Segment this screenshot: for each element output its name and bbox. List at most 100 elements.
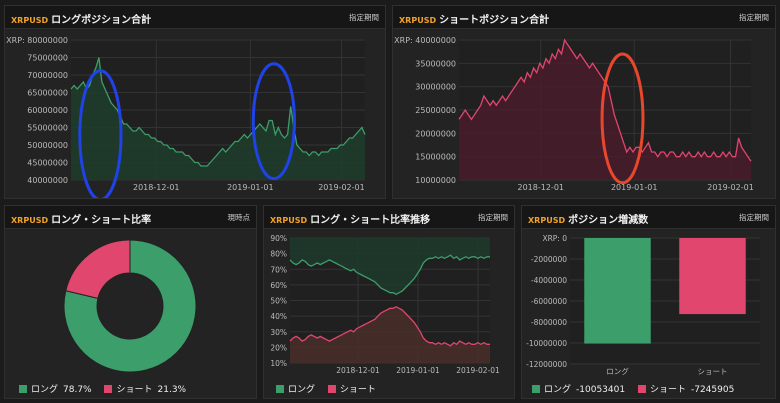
- y-tick-label: 75000000: [27, 54, 68, 63]
- short-ratio-value: 21.3%: [157, 385, 187, 395]
- period-label: 現時点: [227, 213, 251, 222]
- y-tick-label: 30000000: [415, 83, 456, 92]
- x-tick-label: 2019-02-01: [707, 183, 754, 192]
- legend-item-short[interactable]: ショート 21.3%: [104, 385, 186, 395]
- y-tick-label: 50%: [270, 297, 287, 306]
- panel-header: XRPUSD ショートポジション合計 指定期間: [393, 6, 775, 29]
- pie-slice-short: [65, 239, 131, 300]
- series-area: [290, 306, 490, 363]
- x-tick-label: 2019-01-01: [611, 183, 658, 192]
- y-tick-label: XRP: 40000000: [394, 36, 456, 45]
- position-change-legend: ロング -10053401 ショート -7245905: [532, 382, 744, 395]
- y-tick-label: 60000000: [27, 106, 68, 115]
- y-tick-label: 65000000: [27, 89, 68, 98]
- short-swatch: [327, 385, 336, 393]
- legend-item-short[interactable]: ショート -7245905: [637, 385, 735, 395]
- panel-title: XRPUSD ロング・ショート比率: [11, 215, 152, 226]
- y-tick-label: 15000000: [415, 153, 456, 162]
- panel-title: XRPUSD ポジション増減数: [528, 215, 649, 226]
- y-tick-label: 10000000: [415, 176, 456, 185]
- panel-title: XRPUSD ショートポジション合計: [399, 15, 550, 26]
- annotation-circle: [251, 62, 296, 181]
- x-tick-label: 2018-12-01: [133, 183, 180, 192]
- series-area: [459, 40, 751, 180]
- short-total-panel: XRPUSD ショートポジション合計 指定期間 10000000 15000000 2…: [392, 5, 776, 199]
- period-selector[interactable]: 指定期間: [739, 13, 769, 22]
- symbol-label: XRPUSD: [11, 216, 49, 225]
- legend-item-short[interactable]: ショート: [327, 385, 376, 395]
- y-tick-label: 25000000: [415, 106, 456, 115]
- x-tick-label: 2019-01-01: [227, 183, 274, 192]
- panel-header: XRPUSD ポジション増減数 指定期間: [522, 206, 775, 229]
- short-total-chart: 10000000 15000000 20000000 25000000 30000000…: [394, 36, 754, 192]
- panel-header: XRPUSD ロング・ショート比率 現時点: [5, 206, 256, 229]
- y-tick-label: 20%: [270, 343, 287, 352]
- y-tick-label: 70000000: [27, 71, 68, 80]
- bar-long: [584, 238, 651, 344]
- y-tick-label: -2000000: [531, 255, 567, 264]
- panel-header: XRPUSD ロング・ショート比率推移 指定期間: [264, 206, 514, 229]
- y-tick-label: 20000000: [415, 129, 456, 138]
- y-tick-label: 40%: [270, 312, 287, 321]
- long-swatch: [532, 385, 540, 393]
- y-tick-label: 40000000: [27, 176, 68, 185]
- ratio-donut-chart: [63, 239, 197, 373]
- annotation-circle: [600, 52, 645, 185]
- symbol-label: XRPUSD: [528, 216, 566, 225]
- y-tick-label: 35000000: [415, 59, 456, 68]
- symbol-label: XRPUSD: [399, 16, 437, 25]
- y-tick-label: 10%: [270, 359, 287, 368]
- series-area: [290, 238, 490, 295]
- position-change-panel: XRPUSD ポジション増減数 指定期間 XRP: 0 -2000000 -40000…: [521, 205, 776, 399]
- x-tick-label: 2018-12-01: [336, 366, 380, 375]
- period-selector[interactable]: 指定期間: [478, 213, 508, 222]
- y-tick-label: 45000000: [27, 159, 68, 168]
- short-change-value: -7245905: [690, 385, 735, 395]
- ratio-panel: XRPUSD ロング・ショート比率 現時点 ロング 78.7% ショート 21.3%: [4, 205, 257, 399]
- series-line: [289, 306, 490, 347]
- y-tick-label: -4000000: [531, 276, 567, 285]
- y-tick-label: 90%: [270, 234, 287, 243]
- x-tick-label: 2019-02-01: [318, 183, 365, 192]
- legend-item-long[interactable]: ロング -10053401: [532, 385, 625, 395]
- y-tick-label: 30%: [270, 328, 287, 337]
- long-swatch: [19, 385, 27, 393]
- symbol-label: XRPUSD: [11, 16, 49, 25]
- bar-short: [679, 238, 746, 315]
- symbol-label: XRPUSD: [270, 216, 308, 225]
- annotation-circle: [78, 69, 123, 198]
- x-tick-label: 2019-01-01: [396, 366, 440, 375]
- ratio-trend-legend: ロング ショート: [276, 382, 386, 395]
- y-tick-label: -10000000: [526, 339, 567, 348]
- ratio-trend-panel: XRPUSD ロング・ショート比率推移 指定期間 10% 20% 30% 40% 50% 6…: [263, 205, 515, 399]
- x-tick-label: 2019-02-01: [456, 366, 500, 375]
- long-change-value: -10053401: [576, 385, 626, 395]
- y-tick-label: 80%: [270, 250, 287, 259]
- y-tick-label: 50000000: [27, 141, 68, 150]
- ratio-legend: ロング 78.7% ショート 21.3%: [19, 382, 196, 395]
- y-tick-label: XRP: 80000000: [6, 36, 68, 45]
- panel-title: XRPUSD ロングポジション合計: [11, 15, 152, 26]
- ratio-trend-chart: 10% 20% 30% 40% 50% 60% 70% 80% 90% 2018-12-01 201…: [270, 234, 500, 375]
- y-tick-label: 60%: [270, 281, 287, 290]
- legend-item-long[interactable]: ロング 78.7%: [19, 385, 92, 395]
- pie-slice-long: [63, 239, 197, 373]
- short-swatch: [104, 385, 113, 393]
- long-ratio-value: 78.7%: [63, 385, 92, 395]
- period-selector[interactable]: 指定期間: [739, 213, 769, 222]
- y-tick-label: -12000000: [526, 360, 567, 369]
- panel-header: XRPUSD ロングポジション合計 指定期間: [5, 6, 385, 29]
- position-change-chart: XRP: 0 -2000000 -4000000 -6000000 -8000000 -1…: [526, 234, 760, 376]
- x-tick-label: 2018-12-01: [518, 183, 565, 192]
- long-swatch: [276, 385, 284, 393]
- x-tick-label: ショート: [698, 367, 728, 376]
- panel-title: XRPUSD ロング・ショート比率推移: [270, 215, 431, 226]
- y-tick-label: XRP: 0: [542, 234, 567, 243]
- long-total-panel: XRPUSD ロングポジション合計 指定期間 40000000 45000000 50…: [4, 5, 386, 199]
- y-tick-label: -6000000: [531, 297, 567, 306]
- series-line: [289, 254, 490, 296]
- y-tick-label: 55000000: [27, 124, 68, 133]
- period-selector[interactable]: 指定期間: [349, 13, 379, 22]
- legend-item-long[interactable]: ロング: [276, 385, 315, 395]
- long-total-chart: 40000000 45000000 50000000 55000000 60000000…: [6, 36, 366, 198]
